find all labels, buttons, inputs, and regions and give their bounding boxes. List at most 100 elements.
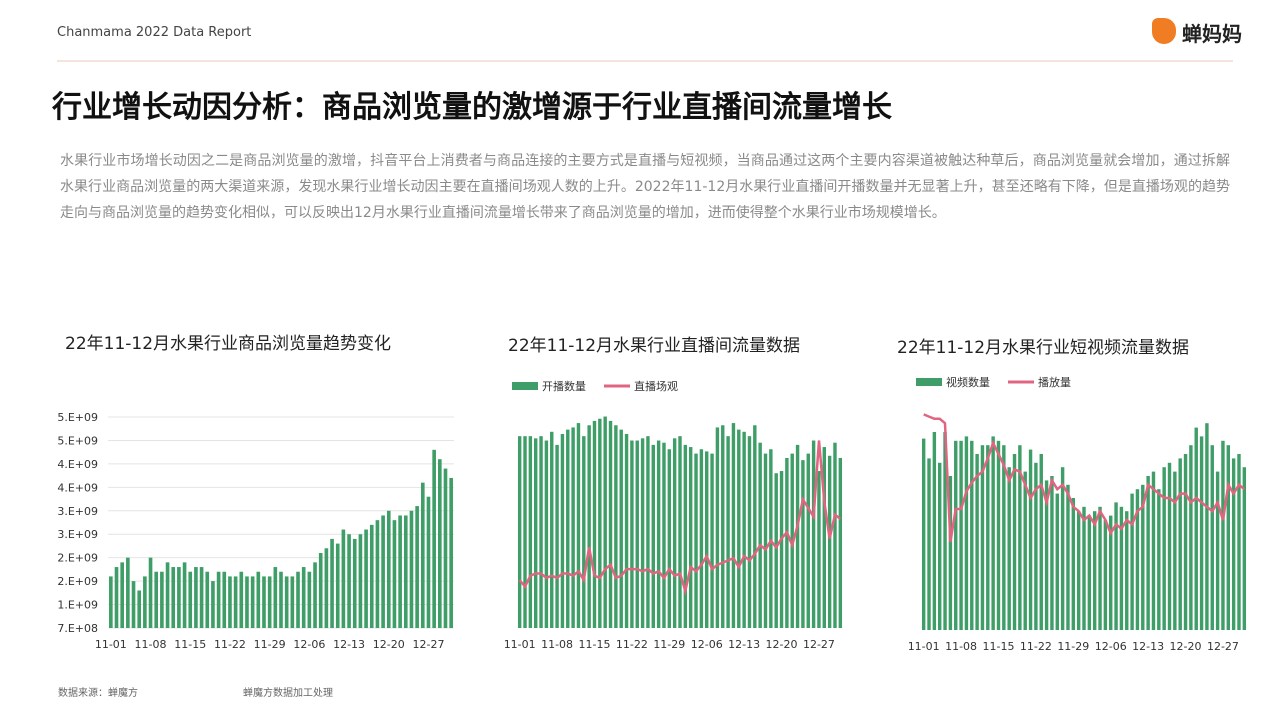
x-tick-label: 12-20 bbox=[373, 638, 405, 651]
bar bbox=[1210, 445, 1214, 630]
bar bbox=[199, 567, 204, 628]
bar bbox=[555, 444, 559, 628]
bar bbox=[228, 576, 232, 628]
bar bbox=[662, 442, 666, 628]
bar bbox=[194, 567, 198, 628]
bar bbox=[1098, 506, 1102, 630]
y-tick-label: 7.E+08 bbox=[57, 622, 98, 635]
chart-title: 22年11-12月水果行业短视频流量数据 bbox=[897, 338, 1189, 358]
bar bbox=[550, 431, 554, 628]
bar bbox=[1205, 423, 1209, 630]
bar bbox=[375, 520, 380, 628]
bar bbox=[1194, 427, 1198, 630]
y-tick-label: 4.E+09 bbox=[57, 458, 98, 471]
bar bbox=[1071, 498, 1076, 630]
bar bbox=[1173, 471, 1177, 630]
bar bbox=[667, 449, 672, 628]
page-title: 行业增长动因分析：商品浏览量的激增源于行业直播间流量增长 bbox=[52, 90, 892, 125]
bar bbox=[710, 453, 714, 628]
x-tick-label: 12-20 bbox=[1170, 640, 1202, 653]
bar bbox=[148, 557, 153, 628]
bar bbox=[635, 440, 639, 628]
bar bbox=[948, 476, 953, 630]
bar bbox=[443, 468, 448, 628]
bar bbox=[603, 416, 607, 628]
bar bbox=[576, 423, 581, 628]
y-tick-label: 5.E+09 bbox=[57, 411, 98, 424]
bar bbox=[833, 442, 837, 628]
bar bbox=[1082, 506, 1086, 630]
legend-label: 视频数量 bbox=[946, 375, 990, 389]
bar bbox=[415, 506, 419, 628]
bar bbox=[1076, 511, 1081, 630]
x-tick-label: 12-06 bbox=[691, 638, 723, 651]
bar bbox=[1028, 449, 1033, 630]
bar bbox=[672, 438, 677, 628]
bar bbox=[1130, 493, 1134, 630]
bar bbox=[409, 510, 414, 628]
bar bbox=[290, 576, 295, 628]
bar bbox=[1023, 471, 1027, 630]
bar bbox=[1157, 489, 1161, 630]
bar bbox=[1007, 467, 1011, 630]
x-tick-label: 11-08 bbox=[135, 638, 167, 651]
bar bbox=[1060, 467, 1065, 630]
x-tick-label: 12-20 bbox=[766, 638, 798, 651]
x-tick-label: 11-22 bbox=[616, 638, 648, 651]
bar bbox=[250, 576, 255, 628]
bar bbox=[154, 571, 159, 628]
bar bbox=[182, 562, 187, 628]
bar bbox=[996, 440, 1001, 630]
bar bbox=[523, 436, 527, 628]
bar bbox=[991, 436, 995, 630]
x-tick-label: 11-29 bbox=[653, 638, 685, 651]
bar bbox=[630, 440, 634, 628]
bar bbox=[544, 440, 549, 628]
bar bbox=[838, 457, 843, 628]
bar bbox=[683, 444, 688, 628]
legend-label: 开播数量 bbox=[542, 379, 586, 393]
bar bbox=[245, 576, 249, 628]
bar bbox=[1146, 476, 1150, 630]
x-tick-label: 11-01 bbox=[95, 638, 127, 651]
bar bbox=[619, 429, 623, 628]
bar bbox=[131, 581, 136, 628]
bar bbox=[1167, 462, 1172, 630]
x-tick-label: 12-06 bbox=[293, 638, 325, 651]
bar bbox=[324, 548, 329, 628]
bar bbox=[737, 429, 741, 628]
bar bbox=[688, 447, 693, 628]
bar bbox=[801, 460, 805, 628]
bar bbox=[769, 449, 773, 628]
bar bbox=[273, 567, 278, 628]
bar bbox=[517, 436, 522, 628]
bar bbox=[262, 576, 266, 628]
x-tick-label: 11-22 bbox=[214, 638, 246, 651]
bar bbox=[347, 534, 351, 628]
bar bbox=[364, 529, 368, 628]
bar bbox=[795, 444, 800, 628]
line bbox=[518, 440, 842, 596]
bar bbox=[1055, 493, 1059, 630]
bar bbox=[964, 436, 969, 630]
bar bbox=[1066, 484, 1070, 630]
description: 水果行业市场增长动因之二是商品浏览量的激增，抖音平台上消费者与商品连接的主要方式… bbox=[60, 153, 1230, 221]
bar bbox=[651, 444, 655, 628]
bar bbox=[937, 462, 942, 630]
bar bbox=[715, 427, 720, 628]
bar bbox=[1002, 445, 1006, 630]
x-tick-label: 11-15 bbox=[983, 640, 1015, 653]
bar bbox=[239, 571, 244, 628]
bar bbox=[1092, 511, 1097, 630]
bar bbox=[678, 436, 682, 628]
logo-icon bbox=[1152, 18, 1176, 44]
bar bbox=[267, 576, 272, 628]
bar bbox=[233, 576, 238, 628]
bar bbox=[726, 436, 730, 628]
bar bbox=[811, 440, 816, 628]
bar bbox=[539, 436, 543, 628]
bar bbox=[1109, 515, 1113, 630]
bar bbox=[1199, 436, 1204, 630]
y-tick-label: 2.E+09 bbox=[57, 552, 98, 565]
bar bbox=[1231, 458, 1236, 630]
